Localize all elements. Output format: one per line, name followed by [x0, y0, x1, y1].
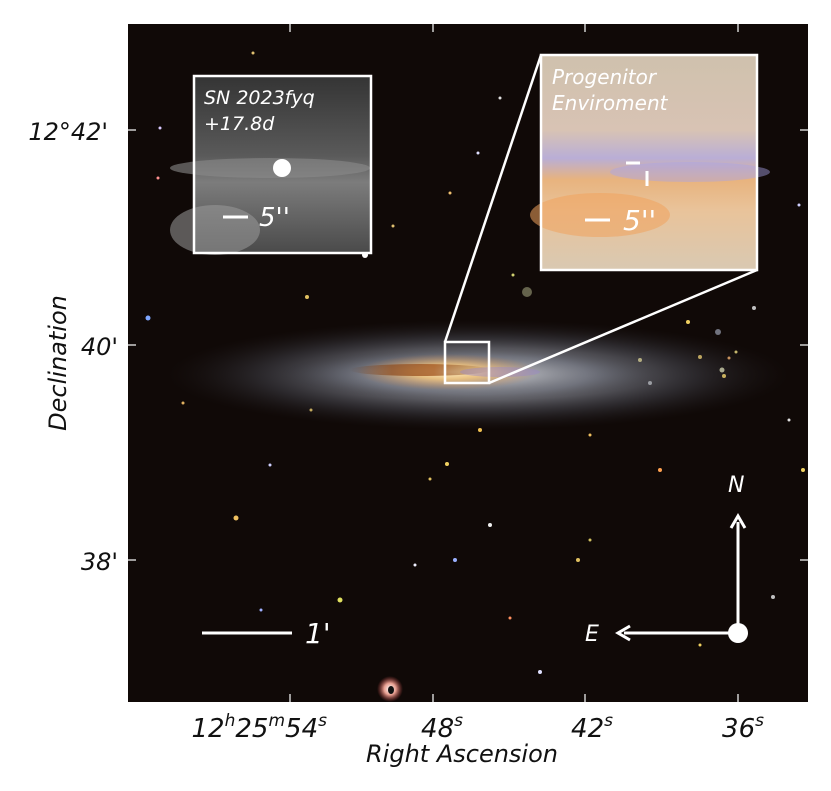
y-axis-title: Declination: [44, 295, 72, 431]
x-tick-label: 12h25m54s: [192, 711, 328, 744]
arcmin-scale-label: 1': [305, 617, 331, 650]
inset-scale-label: 5'': [259, 203, 290, 233]
y-tick-labels: 12°42' 40' 38': [28, 118, 118, 576]
galaxy: [168, 320, 788, 430]
east-arrow-icon: [615, 624, 631, 642]
bright-star: [377, 676, 403, 702]
y-tick-label: 12°42': [28, 118, 108, 146]
x-tick-label: 36s: [722, 711, 764, 744]
progenitor-scale-label: 5'': [623, 204, 656, 237]
compass: N E: [585, 473, 748, 647]
supernova-point: [273, 159, 291, 177]
zoom-box: [443, 340, 491, 385]
y-tick-label: 40': [81, 333, 118, 361]
arcmin-scale: 1': [202, 617, 331, 650]
zoom-line-upper: [443, 54, 543, 343]
x-tick-labels: 12h25m54s 48s 42s 36s: [192, 711, 765, 744]
progenitor-title-line1: Progenitor: [552, 65, 658, 89]
progenitor-inset: Progenitor Enviroment 5'': [530, 53, 770, 272]
zoom-line-lower: [488, 268, 758, 385]
progenitor-title-line2: Enviroment: [552, 91, 669, 115]
zoom-indicator: [443, 54, 758, 385]
x-axis-title: Right Ascension: [366, 740, 558, 768]
supernova-inset: SN 2023fyq +17.8d 5'': [170, 74, 373, 255]
compass-east-label: E: [585, 622, 599, 647]
north-arrow-icon: [729, 513, 747, 529]
y-tick-label: 38': [81, 548, 118, 576]
inset-target-name: SN 2023fyq: [204, 87, 315, 109]
x-tick-label: 42s: [571, 711, 613, 744]
inset-epoch: +17.8d: [204, 113, 275, 135]
axis-ticks: [128, 24, 808, 702]
compass-north-label: N: [728, 473, 744, 498]
x-tick-label: 48s: [421, 711, 463, 744]
compass-origin-dot: [728, 623, 748, 643]
